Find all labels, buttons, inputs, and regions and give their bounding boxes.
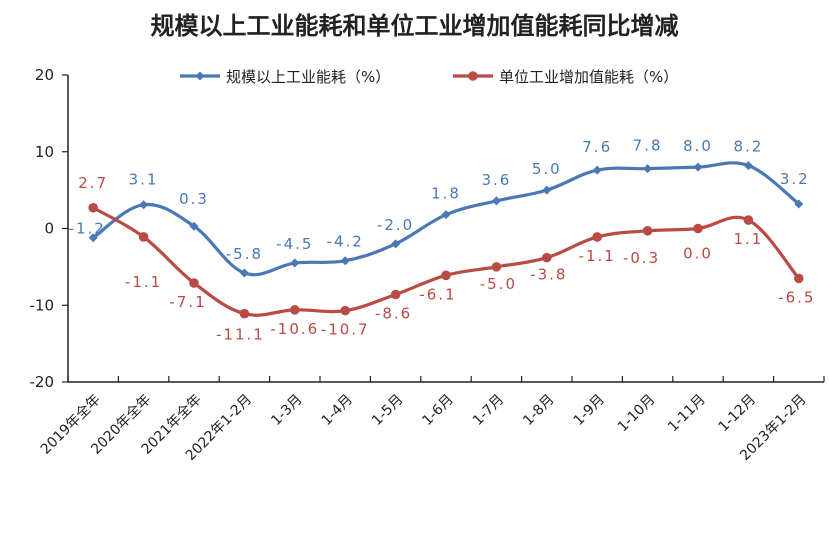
series-2-point xyxy=(390,289,401,300)
series-1-point xyxy=(189,221,199,231)
series-1-point xyxy=(542,185,552,195)
series-2-point xyxy=(290,305,300,315)
axes: -20-10010202019年全年2020年全年2021年全年2022年1-2… xyxy=(30,66,825,464)
data-labels: -1.2 3.1 0.3 -5.8 -4.5 -4.2 -2.0 1.8 3.6 5.0 7.6 7.… xyxy=(69,137,815,344)
legend: 规模以上工业能耗（%） 单位工业增加值能耗（%） xyxy=(180,68,678,86)
legend-marker-diamond xyxy=(195,71,205,81)
x-tick-label: 1-8月 xyxy=(520,392,557,429)
legend-marker-circle xyxy=(468,71,478,81)
data-label: -5.0 xyxy=(480,275,517,293)
series-2-point xyxy=(794,273,804,284)
data-label: -7.1 xyxy=(169,293,206,311)
series-points xyxy=(88,161,804,319)
y-tick-label: -20 xyxy=(30,373,55,391)
series-2-point xyxy=(491,262,502,272)
data-label: 3.2 xyxy=(780,170,810,188)
series-2-point xyxy=(340,305,351,316)
data-label: 5.0 xyxy=(532,160,562,178)
series-2-point xyxy=(88,202,98,213)
series-2-point xyxy=(542,252,552,263)
series-2-point xyxy=(592,232,602,242)
y-tick-label: 20 xyxy=(35,66,54,84)
data-label: -4.2 xyxy=(327,233,364,251)
series-1-point xyxy=(391,239,401,249)
series-2-point xyxy=(743,215,754,225)
data-label: -10.6 xyxy=(270,320,319,338)
data-label: -6.1 xyxy=(419,285,456,303)
chart-title: 规模以上工业能耗和单位工业增加值能耗同比增减 xyxy=(150,12,679,40)
y-tick-label: -10 xyxy=(30,296,55,314)
data-label: 2.7 xyxy=(78,174,108,192)
x-tick-label: 1-9月 xyxy=(571,392,608,429)
series-2-point xyxy=(239,308,250,319)
x-tick-label: 1-10月 xyxy=(615,392,659,436)
series-1-point xyxy=(441,210,451,220)
series-1-point xyxy=(340,256,350,266)
data-label: -0.3 xyxy=(623,249,660,267)
data-label: -11.1 xyxy=(216,326,265,344)
series-1-point xyxy=(643,164,653,174)
data-label: 3.6 xyxy=(481,171,511,189)
x-tick-label: 1-11月 xyxy=(665,392,709,436)
data-label: 0.3 xyxy=(179,190,209,208)
data-label: -5.8 xyxy=(226,245,263,263)
data-label: 0.0 xyxy=(683,245,713,263)
data-label: 8.2 xyxy=(733,138,763,156)
series-1-point xyxy=(88,233,98,243)
series-1-point xyxy=(491,196,501,206)
data-label: -6.5 xyxy=(778,288,815,306)
legend-label: 规模以上工业能耗（%） xyxy=(226,68,390,86)
data-label: 8.0 xyxy=(683,137,713,155)
series-1-point xyxy=(592,165,602,175)
data-label: -1.1 xyxy=(579,247,616,265)
series-1-point xyxy=(139,200,149,210)
x-tick-label: 1-7月 xyxy=(470,392,507,429)
data-label: 7.6 xyxy=(582,138,612,156)
y-tick-label: 10 xyxy=(35,143,54,161)
x-tick-label: 1-5月 xyxy=(369,392,406,429)
x-tick-label: 1-12月 xyxy=(716,392,760,436)
data-label: 1.1 xyxy=(733,230,763,248)
data-label: -4.5 xyxy=(276,235,313,253)
data-label: -8.6 xyxy=(375,305,412,323)
x-tick-label: 1-4月 xyxy=(319,392,356,429)
x-tick-label: 1-6月 xyxy=(419,392,456,429)
series-2-point xyxy=(189,278,199,288)
legend-label: 单位工业增加值能耗（%） xyxy=(499,68,678,86)
series-1-point xyxy=(290,258,300,268)
series-2-point xyxy=(441,270,451,281)
series-2-point xyxy=(642,226,653,236)
data-label: -2.0 xyxy=(377,216,414,234)
x-tick-label: 1-3月 xyxy=(268,392,305,429)
data-label: 1.8 xyxy=(431,185,461,203)
series-1-point xyxy=(743,161,753,171)
series-2-point xyxy=(693,223,703,234)
y-tick-label: 0 xyxy=(44,220,54,238)
data-label: 7.8 xyxy=(633,137,663,155)
data-label: -1.2 xyxy=(69,220,106,238)
data-label: -10.7 xyxy=(321,321,370,339)
data-label: -3.8 xyxy=(530,266,567,284)
data-label: 3.1 xyxy=(129,171,159,189)
series-1-point xyxy=(794,199,804,209)
series-1-point xyxy=(239,268,249,278)
series-2-point xyxy=(138,232,149,242)
data-label: -1.1 xyxy=(125,273,162,291)
series-1-point xyxy=(693,162,703,172)
